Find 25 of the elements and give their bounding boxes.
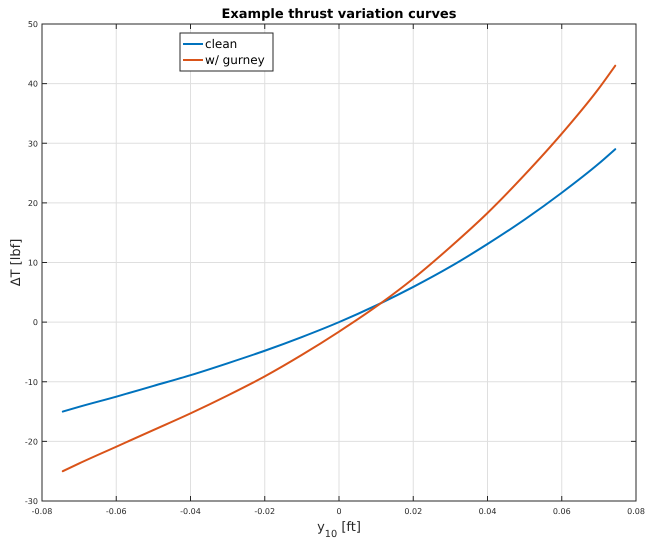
y-tick-label: -30	[24, 497, 38, 506]
y-tick-label: -20	[24, 437, 38, 446]
x-tick-label: 0.02	[404, 507, 422, 516]
x-tick-label: -0.08	[32, 507, 52, 516]
y-tick-label: 20	[28, 198, 38, 208]
x-tick-label: -0.06	[106, 507, 127, 516]
x-tick-label: -0.02	[254, 507, 276, 516]
y-tick-label: 10	[28, 258, 38, 268]
line-series	[62, 148, 616, 413]
chart-title: Example thrust variation curves	[222, 7, 457, 22]
x-tick-label: 0.08	[627, 507, 645, 516]
x-tick-label: 0.04	[478, 507, 496, 516]
y-tick-label: 30	[28, 139, 38, 148]
y-axis-title: ΔT [lbf]	[9, 238, 24, 286]
y-tick-label: 50	[28, 20, 38, 29]
legend-label: w/ gurney	[205, 53, 265, 67]
x-tick-label: 0	[336, 507, 342, 516]
x-axis-title: y$_{10}$ [ft]	[317, 520, 361, 540]
legend-label: clean	[205, 37, 238, 51]
x-tick-label: 0.06	[552, 507, 571, 516]
y-tick-label: -10	[24, 378, 38, 387]
x-tick-label: -0.04	[180, 507, 201, 516]
line-series	[62, 64, 616, 472]
y-tick-label: 0	[32, 318, 38, 328]
y-tick-label: 40	[28, 80, 38, 89]
